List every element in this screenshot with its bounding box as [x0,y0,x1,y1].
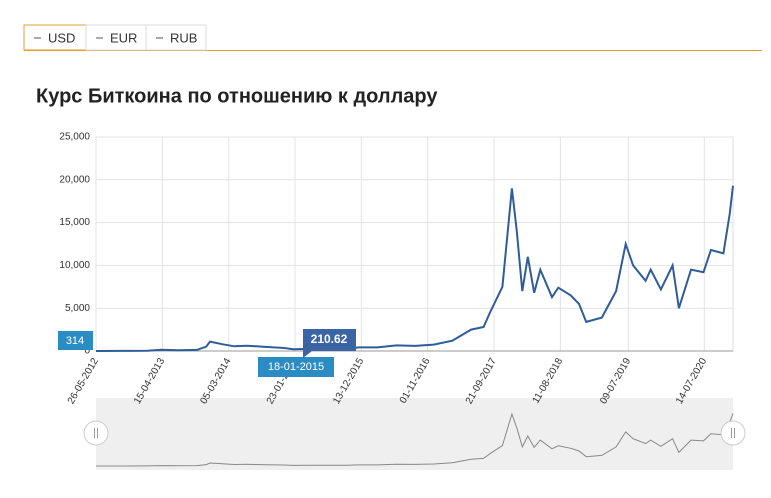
navigator-handle[interactable] [720,420,746,446]
y-tick-label: 10,000 [59,260,90,271]
navigator [96,398,733,470]
tab-label[interactable]: RUB [170,30,197,45]
data-line [95,185,734,352]
chart-title: Курс Биткоина по отношению к доллару [36,85,438,107]
navigator-line [96,412,734,467]
crosshair-y-label: 314 [66,335,84,347]
navigator-handle[interactable] [83,420,109,446]
crosshair-x-label: 18-01-2015 [268,361,324,373]
y-tick-label: 20,000 [59,174,90,185]
y-tick-label: 25,000 [59,132,90,143]
plot-area [95,136,734,352]
crosshair-y-box [58,331,93,350]
y-tick-label: 5,000 [65,303,90,314]
tab-label[interactable]: USD [48,30,75,45]
y-tick-label: 15,000 [59,217,90,228]
x-tick-label: 26-05-2012 [66,356,101,406]
y-tick-label: 0 [84,346,90,357]
value-label: 210.62 [311,332,348,346]
crosshair-x-box [258,357,334,377]
value-tooltip [303,329,356,358]
tab-label[interactable]: EUR [110,30,137,45]
